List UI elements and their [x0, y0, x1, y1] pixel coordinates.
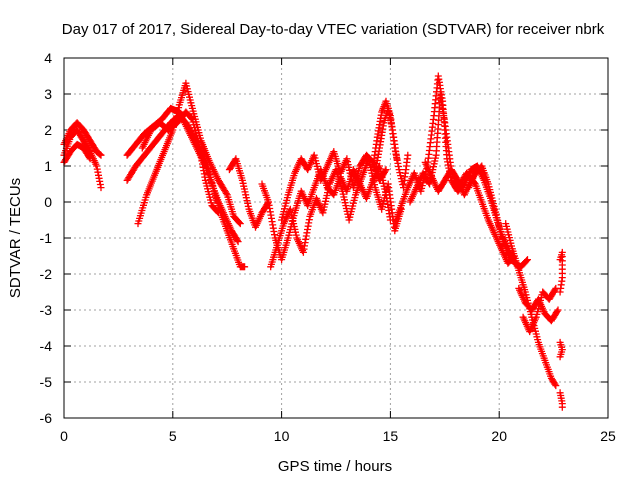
data-point: [556, 288, 564, 296]
data-point: [385, 108, 393, 115]
data-point: [236, 220, 244, 228]
grid-lines: [64, 58, 608, 418]
x-tick-label: 20: [491, 428, 507, 444]
data-point: [381, 167, 389, 175]
x-tick-label: 15: [383, 428, 399, 444]
data-point: [524, 256, 531, 264]
data-point: [222, 189, 230, 197]
y-tick-label: -4: [40, 338, 53, 354]
data-point: [393, 155, 401, 163]
data-point: [188, 114, 195, 122]
chart-title: Day 017 of 2017, Sidereal Day-to-day VTE…: [62, 21, 605, 38]
data-point: [97, 151, 105, 159]
x-tick-label: 10: [274, 428, 290, 444]
data-point: [93, 162, 101, 170]
x-tick-label: 5: [169, 428, 177, 444]
plot-frame: [63, 57, 609, 419]
data-series-nbrk: [60, 72, 566, 411]
data-point: [215, 209, 222, 217]
data-point: [234, 238, 242, 246]
data-point: [523, 257, 531, 265]
y-axis-label: SDTVAR / TECUs: [7, 178, 24, 298]
data-point: [241, 263, 249, 271]
data-point: [387, 120, 395, 128]
data-point: [552, 382, 560, 390]
data-point: [397, 172, 405, 180]
y-tick-label: 3: [44, 86, 52, 102]
data-point: [382, 166, 390, 174]
data-point: [556, 353, 564, 361]
data-point: [214, 208, 222, 216]
data-point: [85, 153, 93, 161]
data-point: [553, 307, 561, 315]
data-point: [558, 403, 566, 411]
y-tick-label: 0: [44, 194, 52, 210]
y-tick-label: -5: [40, 374, 53, 390]
data-point: [233, 236, 241, 244]
data-point: [551, 380, 559, 388]
y-tick-label: -6: [40, 410, 53, 426]
y-tick-label: -1: [40, 230, 53, 246]
y-tick-label: 2: [44, 122, 52, 138]
y-tick-label: -3: [40, 302, 53, 318]
data-point: [551, 286, 559, 294]
y-tick-label: 1: [44, 158, 52, 174]
y-tick-label: -2: [40, 266, 53, 282]
x-tick-labels: 0 5 10 15 20 25: [60, 428, 616, 444]
data-point: [235, 219, 243, 227]
x-tick-label: 0: [60, 428, 68, 444]
data-point: [96, 177, 104, 185]
data-point: [395, 166, 403, 174]
y-tick-labels: -6 -5 -4 -3 -2 -1 0 1 2 3 4: [40, 50, 53, 426]
x-axis-label: GPS time / hours: [278, 458, 392, 475]
data-point: [97, 184, 105, 192]
data-point: [86, 155, 94, 163]
data-point: [554, 306, 562, 314]
data-point: [404, 151, 412, 159]
x-tick-label: 25: [600, 428, 616, 444]
data-point: [96, 151, 104, 158]
y-tick-label: 4: [44, 50, 52, 66]
